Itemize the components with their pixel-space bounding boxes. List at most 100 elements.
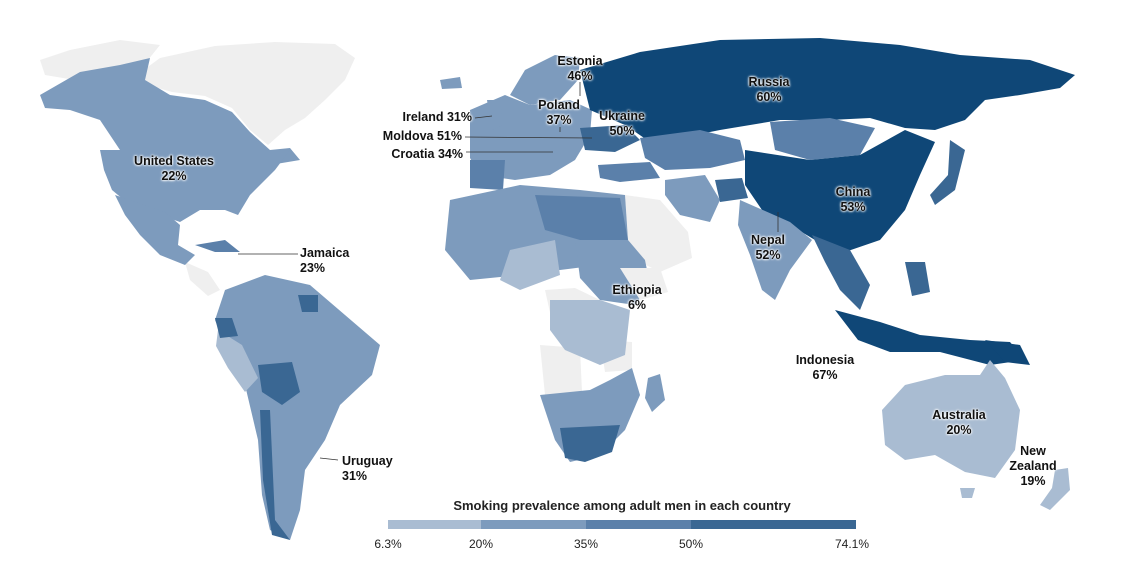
legend-tick-3: 35% [573, 537, 599, 551]
china-name: China [835, 185, 871, 199]
ukraine-shape [580, 125, 640, 152]
legend-tick-4: 50% [678, 537, 704, 551]
china-shape [745, 130, 935, 252]
iran-shape [665, 175, 720, 222]
united-states-value: 22% [161, 169, 187, 183]
label-new-zealand: New Zealand 19% [1003, 444, 1063, 489]
united-states-name: United States [134, 154, 214, 168]
greenland-shape [130, 42, 355, 145]
legend-color-scale [388, 520, 856, 529]
nepal-value: 52% [755, 248, 781, 262]
label-poland: Poland 37% [530, 98, 588, 128]
moldova-name: Moldova [382, 129, 434, 143]
label-ethiopia: Ethiopia 6% [604, 283, 670, 313]
scandinavia-shape [510, 55, 580, 105]
south-america-shape [215, 275, 380, 540]
cuba-shape [195, 240, 240, 252]
mongolia-shape [770, 118, 875, 160]
label-indonesia: Indonesia 67% [788, 353, 862, 383]
label-australia: Australia 20% [924, 408, 994, 438]
new-zealand-name-1: New [1020, 444, 1046, 458]
east-africa-shape [575, 240, 650, 305]
moldova-leader-line [464, 136, 593, 139]
japan-shape [930, 140, 965, 205]
legend-tick-2: 20% [468, 537, 494, 551]
bolivia-shape [258, 362, 300, 405]
ukraine-name: Ukraine [599, 109, 645, 123]
label-china: China 53% [820, 185, 886, 215]
ecuador-shape [215, 318, 238, 338]
ethiopia-name: Ethiopia [612, 283, 662, 297]
legend-tick-1: 6.3% [374, 537, 402, 551]
saudi-arabia-shape [625, 195, 692, 272]
libya-egypt-shape [535, 195, 628, 240]
turkey-shape [598, 162, 660, 182]
ireland-name: Ireland [402, 110, 444, 124]
moldova-value: 51% [436, 129, 462, 143]
legend-title: Smoking prevalence among adult men in ea… [453, 498, 791, 513]
united-states-shape [100, 150, 290, 222]
new-zealand-value: 19% [1020, 474, 1046, 488]
uruguay-leader-line [319, 457, 339, 461]
label-russia: Russia 60% [735, 75, 803, 105]
nepal-name: Nepal [750, 233, 786, 247]
tasmania-shape [960, 488, 975, 498]
uruguay-value: 31% [342, 469, 368, 483]
legend-bin-4 [691, 520, 856, 529]
india-shape [738, 200, 812, 300]
label-nepal: Nepal 52% [740, 233, 796, 263]
iceland-shape [440, 77, 462, 89]
peru-shape [216, 330, 258, 392]
croatia-value: 34% [437, 147, 463, 161]
uruguay-name: Uruguay [342, 454, 393, 468]
guyana-shape [298, 295, 318, 312]
australia-name: Australia [932, 408, 986, 422]
ethiopia-shape [620, 268, 668, 300]
afghanistan-shape [715, 178, 748, 202]
southeast-asia-shape [812, 235, 870, 310]
uk-shape [487, 100, 503, 130]
label-ireland: Ireland 31% [370, 110, 472, 125]
poland-name: Poland [538, 98, 580, 112]
philippines-shape [905, 262, 930, 296]
poland-value: 37% [546, 113, 572, 127]
new-zealand-name-2: Zealand [1009, 459, 1057, 473]
ireland-value: 31% [446, 110, 472, 124]
russia-value: 60% [756, 90, 782, 104]
west-africa-shape [500, 240, 560, 290]
china-value: 53% [840, 200, 866, 214]
label-uruguay: Uruguay 31% [342, 454, 402, 484]
label-moldova: Moldova 51% [352, 129, 462, 144]
canada-shape [40, 58, 300, 165]
angola-shape [540, 345, 582, 395]
australia-shape [882, 360, 1020, 478]
label-united-states: United States 22% [124, 154, 224, 184]
indonesia-value: 67% [812, 368, 838, 382]
ethiopia-value: 6% [627, 298, 647, 312]
papua-new-guinea-shape [985, 340, 1030, 365]
croatia-name: Croatia [391, 147, 435, 161]
label-jamaica: Jamaica 23% [300, 246, 370, 276]
legend-bin-1 [388, 520, 481, 529]
estonia-value: 46% [567, 69, 593, 83]
kazakhstan-shape [640, 130, 745, 170]
australia-value: 20% [946, 423, 972, 437]
ireland-leader-line [474, 115, 493, 119]
legend-tick-5: 74.1% [834, 537, 870, 551]
madagascar-shape [645, 374, 665, 412]
iberia-shape [470, 160, 505, 190]
russia-shape [580, 38, 1075, 142]
central-america-nodata-shape [185, 262, 220, 296]
new-zealand-shape [1040, 468, 1070, 510]
mexico-shape [115, 195, 195, 265]
legend-bin-2 [481, 520, 586, 529]
chile-shape [260, 410, 290, 540]
south-africa-shape [560, 425, 620, 462]
label-ukraine: Ukraine 50% [590, 109, 654, 139]
jamaica-value: 23% [300, 261, 326, 275]
indonesia-shape [835, 310, 1025, 365]
label-estonia: Estonia 46% [548, 54, 612, 84]
indonesia-name: Indonesia [795, 353, 855, 367]
label-croatia: Croatia 34% [352, 147, 463, 162]
